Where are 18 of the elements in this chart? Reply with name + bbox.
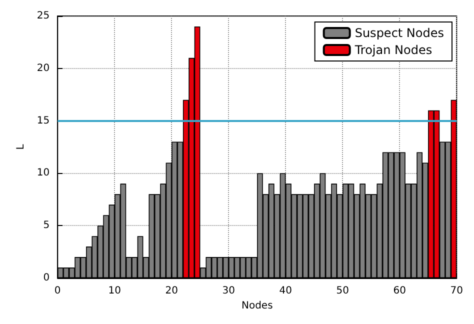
y-tick-label: 10 xyxy=(36,168,50,179)
legend-label: Trojan Nodes xyxy=(354,43,432,57)
y-tick-label: 0 xyxy=(43,272,50,284)
x-axis-title: Nodes xyxy=(241,300,273,312)
y-tick-label: 5 xyxy=(43,220,50,232)
x-tick-label: 0 xyxy=(54,286,61,296)
x-tick-label: 70 xyxy=(450,286,464,296)
x-tick-label: 60 xyxy=(393,286,406,296)
y-axis-title: L xyxy=(16,144,26,150)
x-tick-label: 20 xyxy=(165,286,178,296)
y-tick-label: 15 xyxy=(36,115,50,126)
y-tick-label: 20 xyxy=(36,62,50,74)
x-tick-label: 10 xyxy=(108,286,121,296)
x-tick-label: 50 xyxy=(336,286,349,296)
y-tick-label: 25 xyxy=(36,10,50,22)
legend-label: Suspect Nodes xyxy=(354,26,444,40)
x-tick-label: 40 xyxy=(279,286,292,296)
x-tick-label: 30 xyxy=(222,286,235,296)
